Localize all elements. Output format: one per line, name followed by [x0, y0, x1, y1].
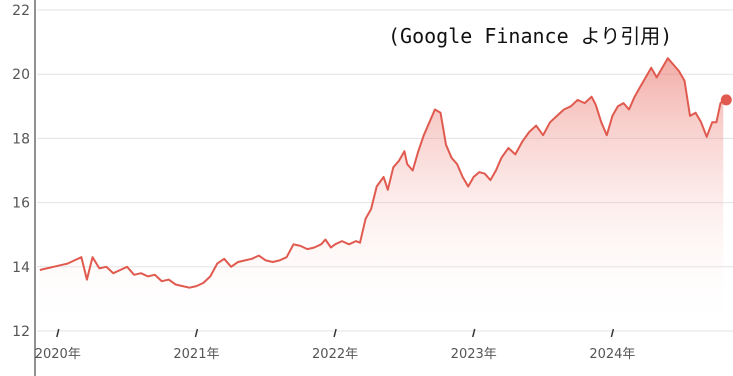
y-tick-label: 14: [12, 260, 30, 276]
x-tick-label: 2024年: [589, 347, 635, 362]
last-point-marker: [720, 94, 732, 106]
y-tick-label: 16: [12, 196, 30, 212]
source-annotation: (Google Finance より引用): [388, 24, 672, 48]
y-tick-label: 22: [12, 3, 30, 19]
series-area: [39, 58, 724, 331]
x-tick-label: 2022年: [312, 347, 358, 362]
y-tick-label: 12: [12, 324, 30, 340]
x-tick-label: 2021年: [173, 347, 219, 362]
y-tick-label: 18: [12, 131, 30, 147]
series-line: [39, 57, 725, 289]
x-tick-label: 2023年: [451, 347, 497, 362]
x-tick-label: 2020年: [35, 347, 81, 362]
y-tick-label: 20: [12, 67, 30, 83]
